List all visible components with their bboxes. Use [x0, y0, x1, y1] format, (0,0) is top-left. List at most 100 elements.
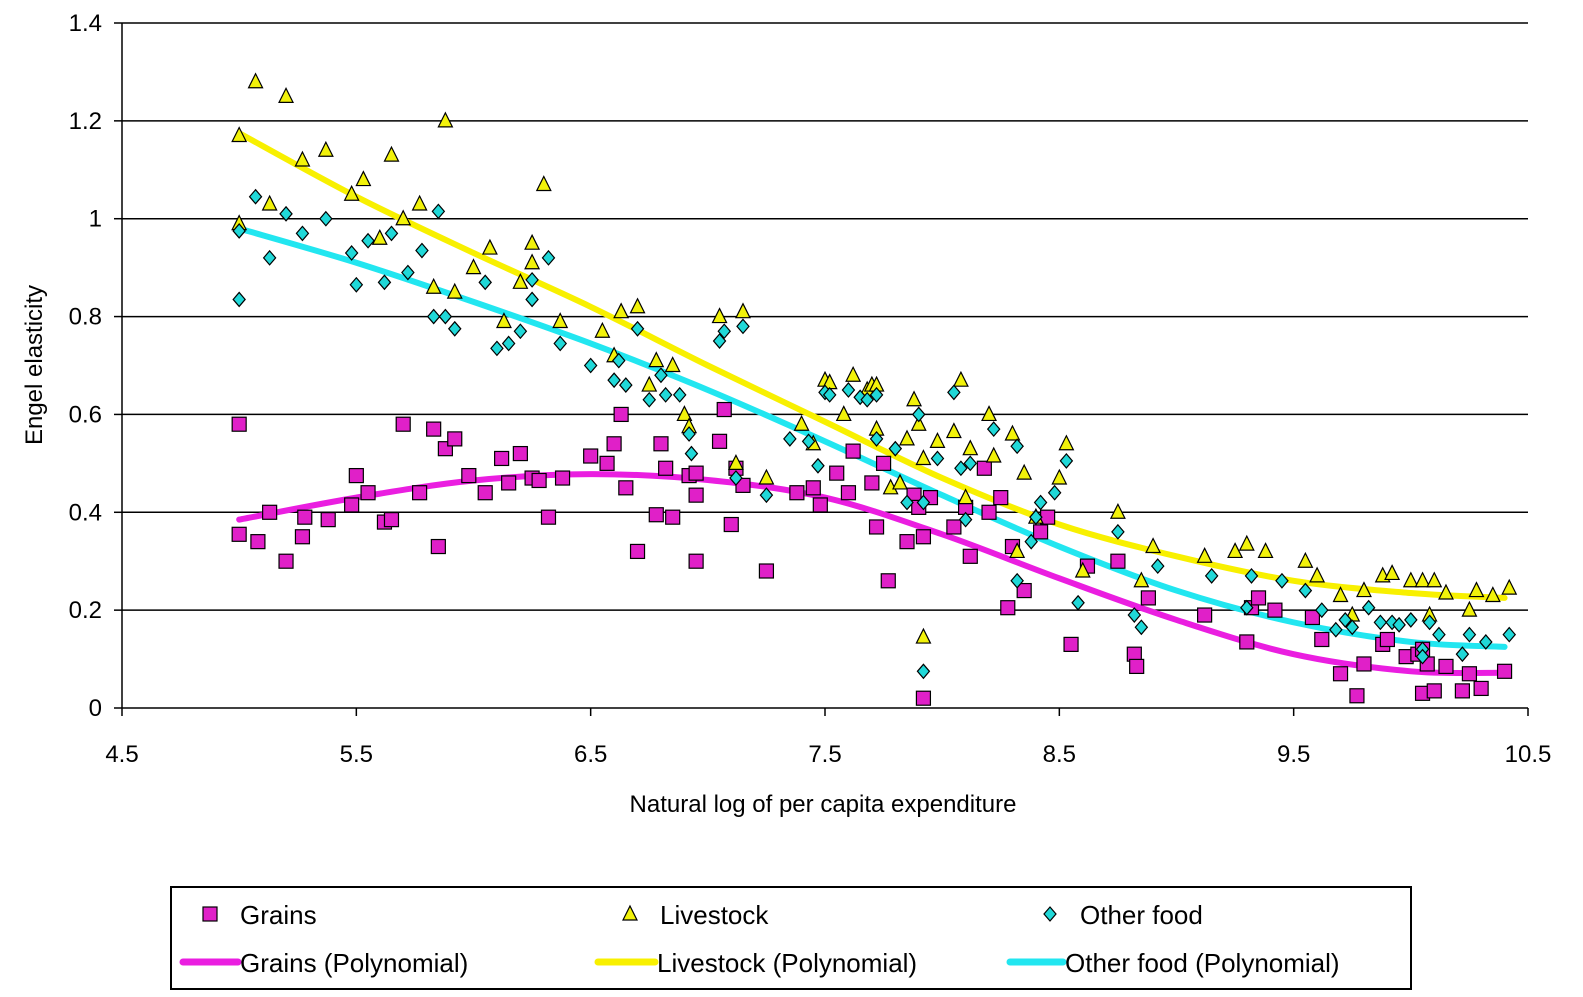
- other-food-point: [1298, 582, 1313, 599]
- other-food-point: [869, 386, 884, 403]
- other-food-point: [1338, 612, 1353, 628]
- x-tick-label: 5.5: [340, 741, 373, 768]
- grains-point: [1110, 553, 1126, 569]
- other-food-point: [684, 445, 699, 462]
- legend-marker-other-food: [1043, 906, 1057, 922]
- livestock-point: [727, 454, 744, 470]
- grains-point: [599, 455, 615, 471]
- grains-point: [262, 504, 278, 520]
- livestock-point: [1484, 586, 1501, 603]
- other-food-point: [415, 242, 429, 259]
- other-food-point: [1024, 533, 1039, 550]
- livestock-point: [641, 375, 658, 392]
- other-food-point: [1502, 626, 1517, 643]
- other-food-point: [447, 320, 462, 337]
- livestock-point: [343, 184, 360, 201]
- grains-point: [540, 509, 557, 525]
- other-food-point: [841, 382, 856, 398]
- legend-label-other-food-polynomial: Other food (Polynomial): [1065, 948, 1340, 978]
- other-food-point: [1373, 614, 1388, 631]
- livestock-point: [957, 488, 974, 505]
- other-food-point: [349, 276, 364, 293]
- other-food-point: [553, 335, 567, 352]
- other-food-point: [654, 367, 668, 384]
- other-food-point: [1479, 634, 1493, 650]
- livestock-point: [1309, 566, 1326, 583]
- x-tick-label: 8.5: [1043, 741, 1076, 768]
- other-food-point: [822, 386, 837, 403]
- other-food-point: [1361, 599, 1376, 616]
- y-tick-label: 0.8: [69, 304, 102, 331]
- other-food-point: [1010, 438, 1024, 455]
- other-food-point: [490, 340, 504, 357]
- grains-point: [412, 485, 428, 501]
- other-food-point: [279, 205, 293, 222]
- data-points: [231, 72, 1518, 706]
- other-food-point: [232, 291, 246, 308]
- livestock-point: [910, 414, 927, 431]
- grains-point: [613, 406, 629, 423]
- x-tick-labels: 4.5 5.5 6.5 7.5 8.5 9.5 10.5: [105, 708, 1551, 768]
- other-food-point: [954, 460, 968, 477]
- grains-point: [981, 504, 997, 520]
- other-food-point: [1422, 614, 1437, 631]
- livestock-point: [929, 431, 946, 448]
- other-food-point: [1329, 621, 1343, 638]
- other-food-point: [1029, 509, 1043, 526]
- livestock-point: [317, 140, 334, 157]
- grains-point: [1239, 634, 1255, 650]
- other-food-point: [1314, 602, 1329, 619]
- other-food-point: [682, 426, 696, 442]
- y-tick-label: 1.2: [69, 108, 102, 135]
- grains-point: [494, 450, 510, 467]
- other-food-point: [1134, 619, 1149, 636]
- grains-point: [1140, 590, 1156, 606]
- other-food-point: [541, 249, 556, 266]
- y-tick-label: 1.4: [69, 10, 102, 37]
- livestock-point: [1145, 537, 1162, 554]
- grains-point: [360, 485, 376, 501]
- livestock-point: [1332, 586, 1349, 603]
- other-food-point: [344, 245, 359, 261]
- grains-point: [1063, 636, 1079, 652]
- livestock-point: [512, 272, 529, 289]
- other-food-point: [361, 232, 375, 249]
- x-tick-label: 4.5: [105, 741, 138, 768]
- other-food-point: [1462, 626, 1477, 643]
- y-tick-labels: 0 0.2 0.4 0.6 0.8 1 1.2 1.4: [69, 10, 122, 722]
- livestock-point: [294, 150, 311, 167]
- grains-point: [344, 497, 360, 513]
- livestock-point: [465, 258, 482, 275]
- other-food-point: [860, 391, 874, 408]
- livestock-point: [845, 365, 862, 382]
- other-food-point: [916, 494, 931, 511]
- livestock-point: [952, 370, 969, 387]
- other-food-point: [1127, 607, 1142, 623]
- legend-box: [170, 886, 1412, 990]
- grains-point: [297, 509, 313, 525]
- legend-label-grains: Grains: [240, 900, 317, 930]
- grains-point: [583, 448, 599, 464]
- other-food-point: [986, 421, 1001, 438]
- livestock-point: [758, 468, 775, 485]
- livestock-point: [1196, 546, 1213, 563]
- livestock-point: [664, 356, 681, 373]
- other-food-point: [384, 225, 399, 242]
- legend-label-livestock-polynomial: Livestock (Polynomial): [657, 948, 917, 978]
- grains-point: [688, 465, 704, 481]
- other-food-point: [1404, 612, 1418, 628]
- grains-point: [512, 445, 528, 462]
- other-food-point: [501, 335, 516, 352]
- other-food-point: [1204, 567, 1219, 584]
- grains-point: [1016, 582, 1032, 599]
- grains-point: [278, 553, 294, 569]
- other-food-point: [525, 291, 539, 308]
- livestock-point: [1297, 551, 1314, 568]
- other-food-point: [1415, 648, 1430, 665]
- other-food-point: [801, 433, 816, 450]
- other-food-point: [717, 323, 732, 340]
- livestock-point: [945, 422, 962, 439]
- x-tick-label: 10.5: [1505, 741, 1552, 768]
- grains-point: [1496, 663, 1513, 679]
- other-food-point: [869, 430, 884, 447]
